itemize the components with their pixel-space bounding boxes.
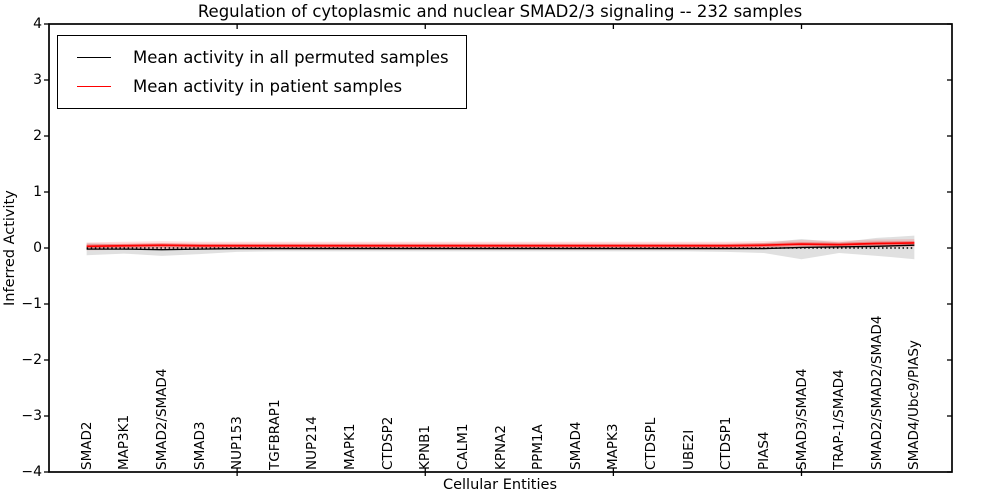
x-tick-label: TGFBRAP1 bbox=[266, 399, 283, 470]
x-tick-label: PIAS4 bbox=[755, 431, 772, 470]
y-tick-label: 0 bbox=[33, 240, 42, 256]
legend: Mean activity in all permuted samples Me… bbox=[57, 35, 467, 109]
x-tick-label: KPNB1 bbox=[417, 425, 434, 470]
x-tick-label: TRAP-1/SMAD4 bbox=[831, 369, 848, 470]
y-tick-label: 3 bbox=[33, 72, 42, 88]
chart-title: Regulation of cytoplasmic and nuclear SM… bbox=[197, 2, 803, 21]
y-tick-label: −3 bbox=[21, 408, 42, 424]
y-tick-label: −1 bbox=[21, 296, 42, 312]
x-tick-label: SMAD3 bbox=[191, 421, 208, 470]
x-tick-label: SMAD2 bbox=[78, 421, 95, 470]
x-tick-label: SMAD4/Ubc9/PIASy bbox=[906, 340, 923, 470]
x-tick-label: MAPK1 bbox=[342, 423, 358, 470]
x-tick-label: PPM1A bbox=[530, 424, 547, 470]
x-tick-label: NUP214 bbox=[304, 416, 321, 470]
x-tick-label: CTDSP1 bbox=[718, 416, 735, 470]
x-tick-label: MAPK3 bbox=[605, 423, 622, 470]
x-tick-label: CALM1 bbox=[454, 423, 471, 470]
x-tick-label: SMAD2/SMAD2/SMAD4 bbox=[868, 315, 885, 470]
x-tick-label: CTDSPL bbox=[643, 417, 659, 470]
x-tick-label: NUP153 bbox=[229, 416, 246, 470]
x-tick-label: CTDSP2 bbox=[379, 416, 396, 470]
x-axis-label: Cellular Entities bbox=[442, 477, 558, 493]
y-tick-label: 1 bbox=[33, 184, 42, 200]
legend-entry-patient: Mean activity in patient samples bbox=[77, 72, 449, 101]
legend-entry-label: Mean activity in all permuted samples bbox=[133, 48, 449, 67]
y-tick-label: −4 bbox=[21, 464, 42, 480]
y-tick-label: −2 bbox=[21, 352, 42, 368]
series-line-patient bbox=[86, 242, 915, 248]
x-tick-label: UBE2I bbox=[680, 429, 697, 470]
x-tick-label: SMAD3/SMAD4 bbox=[793, 368, 810, 470]
x-tick-label: MAP3K1 bbox=[116, 414, 133, 470]
legend-patient-line-sample bbox=[77, 86, 111, 87]
legend-entry-permuted: Mean activity in all permuted samples bbox=[77, 43, 449, 72]
y-tick-label: 4 bbox=[33, 16, 42, 32]
x-tick-label: SMAD4 bbox=[567, 421, 584, 470]
x-tick-label: SMAD2/SMAD4 bbox=[153, 368, 170, 470]
x-tick-label: KPNA2 bbox=[492, 425, 509, 470]
y-tick-label: 2 bbox=[33, 128, 42, 144]
band-area bbox=[86, 235, 915, 260]
legend-permuted-line-sample bbox=[77, 57, 111, 58]
legend-entry-label: Mean activity in patient samples bbox=[133, 77, 403, 96]
